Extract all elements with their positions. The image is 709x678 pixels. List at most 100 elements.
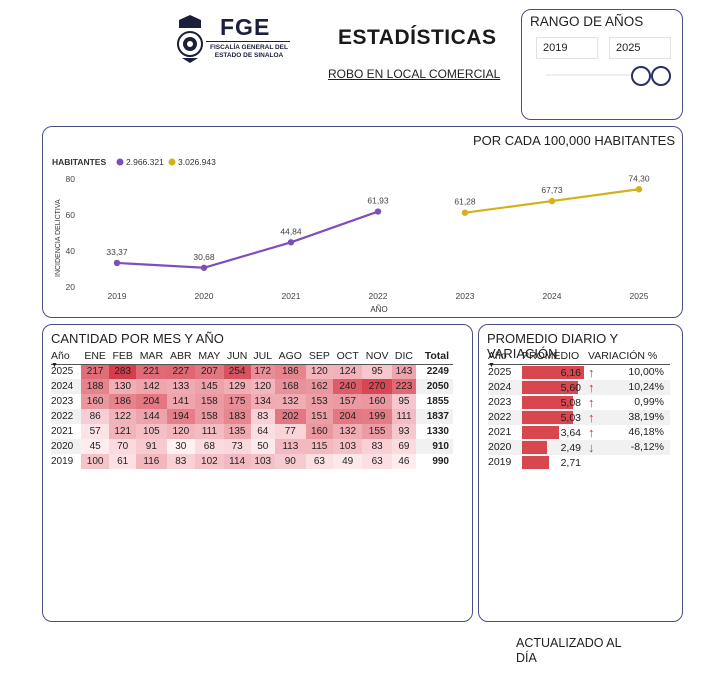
year-slider-track[interactable] <box>546 74 662 76</box>
incidence-line-chart: POR CADA 100,000 HABITANTES HABITANTES 2… <box>52 133 675 314</box>
column-year[interactable]: Año ▼ <box>488 350 507 369</box>
row-year: 2022 <box>488 409 522 425</box>
column-year[interactable]: Año ▼ <box>51 350 70 369</box>
data-label: 61,28 <box>454 197 476 207</box>
x-tick-label: 2022 <box>369 291 388 301</box>
heatmap-cell: 120 <box>305 363 334 379</box>
legend-label-series-1: 2.966.321 <box>126 157 164 167</box>
column-month[interactable]: MAY <box>198 350 221 363</box>
data-label: 33,37 <box>106 247 128 257</box>
heatmap-cell: 124 <box>333 363 363 379</box>
heatmap-cell: 186 <box>109 394 137 409</box>
column-month[interactable]: MAR <box>139 350 164 363</box>
heatmap-cell: 103 <box>333 439 363 454</box>
heatmap-cell: 91 <box>136 439 167 454</box>
row-total: 2249 <box>415 363 453 379</box>
heatmap-cell: 283 <box>109 363 137 379</box>
heatmap-cell: 153 <box>305 394 334 409</box>
heatmap-cell: 129 <box>223 379 251 394</box>
heatmap-cell: 172 <box>250 363 276 379</box>
variation-value: -8,12% <box>608 439 670 455</box>
year-slider-handle-end[interactable] <box>651 66 671 86</box>
heatmap-cell: 95 <box>392 394 416 409</box>
heatmap-cell: 120 <box>250 379 276 394</box>
table-row: 2023 5,08 ↑ 0,99% <box>488 395 670 410</box>
crime-type-link[interactable]: ROBO EN LOCAL COMERCIAL <box>328 67 501 81</box>
year-from-input[interactable]: 2019 <box>536 37 598 59</box>
average-bar <box>522 365 584 379</box>
arrow-up-icon: ↑ <box>588 379 595 395</box>
column-variation[interactable]: VARIACIÓN % <box>588 350 658 363</box>
column-average[interactable]: PROMEDIO <box>522 350 580 363</box>
heatmap-cell: 141 <box>166 394 195 409</box>
row-year: 2025 <box>488 363 522 380</box>
heatmap-cell: 73 <box>223 439 251 454</box>
heatmap-cell: 204 <box>136 394 167 409</box>
heatmap-cell: 111 <box>194 424 224 439</box>
monthly-panel: CANTIDAD POR MES Y AÑO Año ▼ ENE FEB MAR ABR M… <box>42 324 473 622</box>
heatmap-cell: 83 <box>362 439 393 454</box>
heatmap-cell: 145 <box>194 379 224 394</box>
average-bar-cell: 5,03 <box>522 409 588 425</box>
average-value: 5,08 <box>560 396 581 409</box>
heatmap-cell: 86 <box>81 409 110 424</box>
row-year: 2019 <box>51 456 74 467</box>
data-point <box>200 264 208 271</box>
average-bar-cell: 2,49 <box>522 439 588 455</box>
heatmap-cell: 50 <box>250 439 276 454</box>
row-total: 1855 <box>426 396 449 407</box>
sort-down-icon[interactable]: ▼ <box>488 362 495 369</box>
variation-value: 10,00% <box>608 363 670 380</box>
column-total[interactable]: Total <box>424 350 449 363</box>
column-month[interactable]: NOV <box>365 350 389 363</box>
data-point <box>548 197 556 205</box>
column-month[interactable]: SEP <box>308 350 330 363</box>
x-tick-label: 2024 <box>543 291 562 301</box>
column-month[interactable]: DIC <box>394 350 413 363</box>
heatmap-cell: 115 <box>305 439 334 454</box>
heatmap-cell: 83 <box>250 409 276 424</box>
daily-table: Año ▼ PROMEDIO VARIACIÓN % 2025 6,16 ↑ 10,00… <box>488 349 670 470</box>
heatmap-cell: 183 <box>223 409 251 424</box>
heatmap-cell: 134 <box>250 394 276 409</box>
heatmap-cell: 61 <box>109 454 137 469</box>
column-month[interactable]: AGO <box>278 350 302 363</box>
column-month[interactable]: ENE <box>84 350 106 363</box>
row-total: 990 <box>432 456 449 467</box>
heatmap-cell: 157 <box>333 394 363 409</box>
average-bar <box>522 455 550 469</box>
daily-title: PROMEDIO DIARIO Y VARIACIÓN <box>487 331 618 361</box>
heatmap-cell: 30 <box>166 439 195 454</box>
column-month[interactable]: ABR <box>170 350 192 363</box>
row-total: 1330 <box>426 426 449 437</box>
average-value: 3,64 <box>560 426 581 439</box>
column-month[interactable]: JUN <box>226 350 248 363</box>
heatmap-cell: 130 <box>109 379 137 394</box>
column-month[interactable]: FEB <box>112 350 133 363</box>
heatmap-cell: 270 <box>362 379 393 394</box>
row-year: 2022 <box>51 409 81 424</box>
heatmap-cell: 133 <box>166 379 195 394</box>
heatmap-cell: 120 <box>166 424 195 439</box>
data-point <box>287 239 295 246</box>
year-to-input[interactable]: 2025 <box>609 37 671 59</box>
column-month[interactable]: JUL <box>253 350 273 363</box>
data-point <box>113 259 121 267</box>
row-total: 2050 <box>415 379 453 394</box>
page-title: ESTADÍSTICAS <box>338 26 497 49</box>
table-row: 2022 5,03 ↑ 38,19% <box>488 409 670 425</box>
row-year: 2021 <box>51 426 74 437</box>
x-tick-label: 2020 <box>195 291 214 301</box>
table-row: 2019 100 61 116 83 102 114 103 90 63 49 63 46 990 <box>51 454 453 469</box>
column-month[interactable]: OCT <box>336 350 359 363</box>
year-slider-handle-start[interactable] <box>631 66 651 86</box>
average-bar <box>522 410 573 424</box>
y-tick-label: 80 <box>66 174 76 184</box>
sort-down-icon[interactable]: ▼ <box>51 362 58 369</box>
heatmap-cell: 151 <box>305 409 334 424</box>
x-tick-label: 2021 <box>282 291 301 301</box>
year-range-panel <box>521 9 683 120</box>
data-label: 44,84 <box>280 226 302 236</box>
logo-title: FGE <box>220 14 271 40</box>
heatmap-cell: 68 <box>194 439 224 454</box>
